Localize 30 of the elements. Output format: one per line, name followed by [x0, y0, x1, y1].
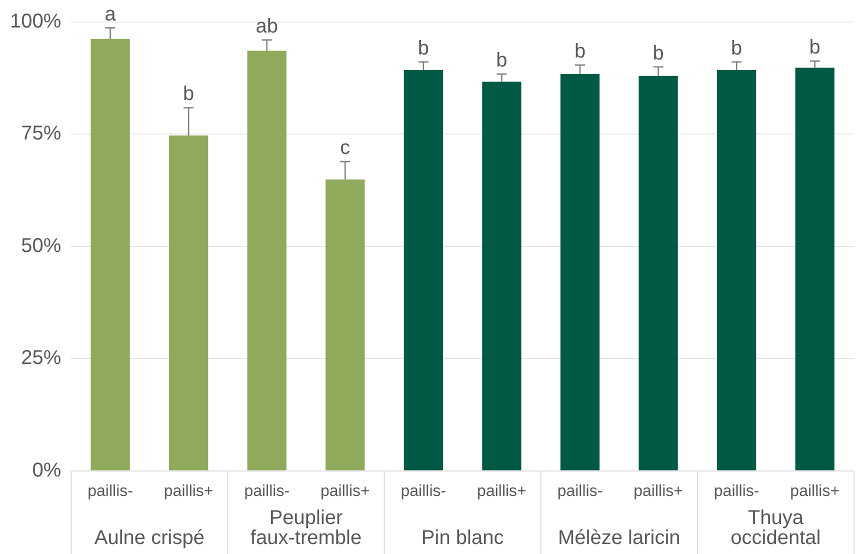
- data-label: b: [183, 83, 194, 106]
- x-tick-label: paillis-: [88, 482, 133, 500]
- text: Aulne crispé: [94, 526, 204, 549]
- data-label: ab: [256, 15, 278, 38]
- text: Mélèze laricin: [558, 526, 680, 549]
- x-tick-label: paillis-: [557, 482, 603, 500]
- y-tick-label: 100%: [10, 10, 62, 33]
- x-tick-label: paillis+: [634, 482, 683, 500]
- data-label: b: [731, 37, 742, 60]
- x-tick-label: paillis+: [164, 482, 214, 500]
- data-label: b: [496, 50, 508, 72]
- y-tick-label: 0%: [32, 459, 62, 482]
- x-tick-label: paillis-: [714, 482, 760, 500]
- y-tick-label: 50%: [21, 234, 62, 257]
- data-label: b: [574, 40, 586, 63]
- x-tick-label: paillis-: [244, 482, 290, 500]
- text: Peuplier faux-tremble: [250, 506, 362, 549]
- x-tick-label: paillis+: [477, 482, 526, 500]
- y-tick-label: 25%: [21, 347, 62, 370]
- data-label: b: [652, 42, 664, 64]
- data-label: b: [418, 37, 429, 60]
- data-label: a: [104, 3, 117, 26]
- data-label: b: [809, 36, 820, 59]
- text: Pin blanc: [421, 526, 504, 549]
- x-tick-label: paillis+: [320, 482, 370, 500]
- data-label: c: [340, 137, 350, 160]
- y-tick-label: 75%: [21, 122, 62, 145]
- text: Thuya occidental: [730, 506, 821, 549]
- x-tick-label: paillis-: [400, 482, 446, 500]
- x-tick-label: paillis+: [790, 482, 840, 500]
